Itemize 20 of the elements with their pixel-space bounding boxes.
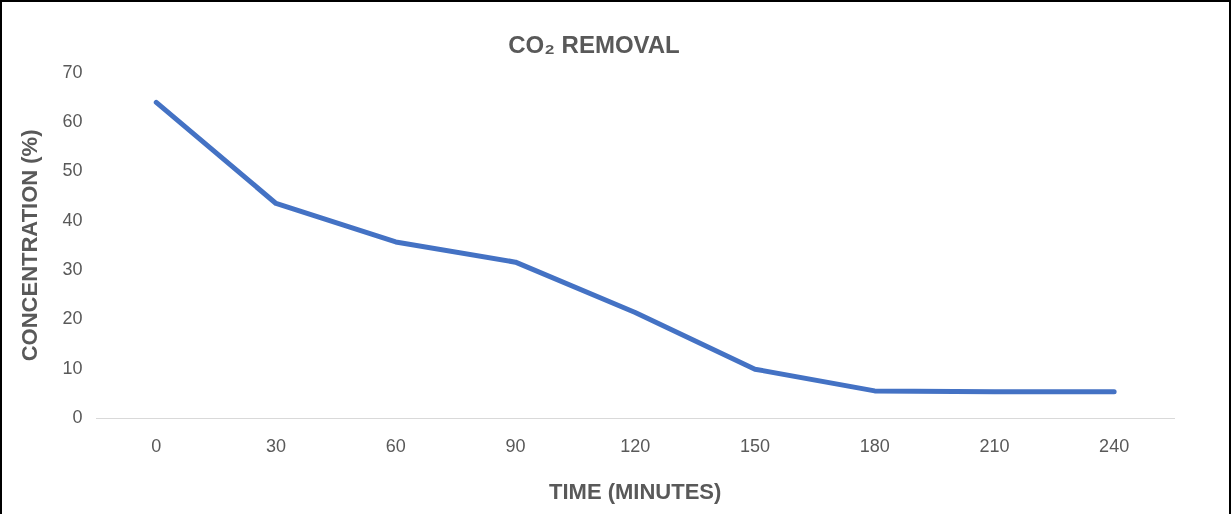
- y-tick-label: 10: [62, 357, 83, 378]
- y-tick-label: 50: [62, 160, 83, 181]
- y-tick-label: 20: [62, 308, 83, 329]
- x-tick-label: 150: [739, 435, 770, 456]
- x-tick-label: 210: [979, 435, 1010, 456]
- y-tick-label: 0: [72, 406, 83, 427]
- x-tick-label: 30: [266, 435, 287, 456]
- y-axis-title: CONCENTRATION (%): [17, 129, 43, 362]
- x-tick-label: 90: [505, 435, 526, 456]
- x-axis-title: TIME (MINUTES): [549, 478, 722, 504]
- y-tick-label: 30: [62, 259, 83, 280]
- x-tick-label: 120: [620, 435, 651, 456]
- x-tick-label: 60: [385, 435, 406, 456]
- y-tick-label: 60: [62, 111, 83, 132]
- x-tick-label: 240: [1099, 435, 1130, 456]
- chart-title: CO₂ REMOVAL: [508, 31, 680, 59]
- y-tick-label: 70: [62, 61, 83, 82]
- x-tick-label: 0: [151, 435, 162, 456]
- x-tick-label: 180: [859, 435, 890, 456]
- y-tick-label: 40: [62, 209, 83, 230]
